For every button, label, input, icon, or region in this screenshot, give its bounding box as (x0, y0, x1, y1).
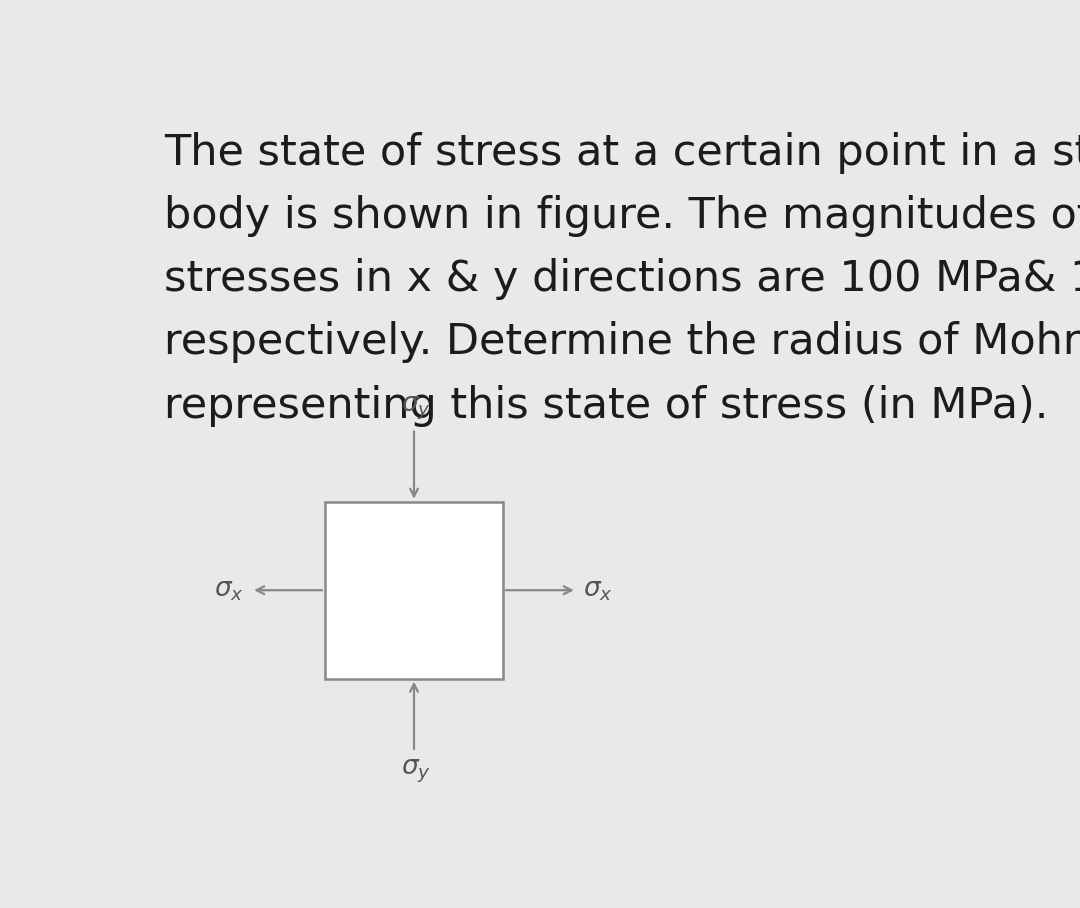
Text: body is shown in figure. The magnitudes of normal: body is shown in figure. The magnitudes … (164, 195, 1080, 237)
Text: respectively. Determine the radius of Mohr’s circle: respectively. Determine the radius of Mo… (164, 321, 1080, 363)
Text: $\sigma_x$: $\sigma_x$ (583, 577, 612, 603)
Text: $\sigma_y$: $\sigma_y$ (402, 758, 431, 785)
Text: representing this state of stress (in MPa).: representing this state of stress (in MP… (164, 385, 1049, 427)
Text: $\sigma_x$: $\sigma_x$ (214, 577, 243, 603)
Text: The state of stress at a certain point in a stressed: The state of stress at a certain point i… (164, 132, 1080, 174)
Bar (325, 501, 503, 679)
Text: stresses in x & y directions are 100 MPa& 100 MPa: stresses in x & y directions are 100 MPa… (164, 259, 1080, 301)
Text: $\sigma_y$: $\sigma_y$ (402, 395, 431, 422)
